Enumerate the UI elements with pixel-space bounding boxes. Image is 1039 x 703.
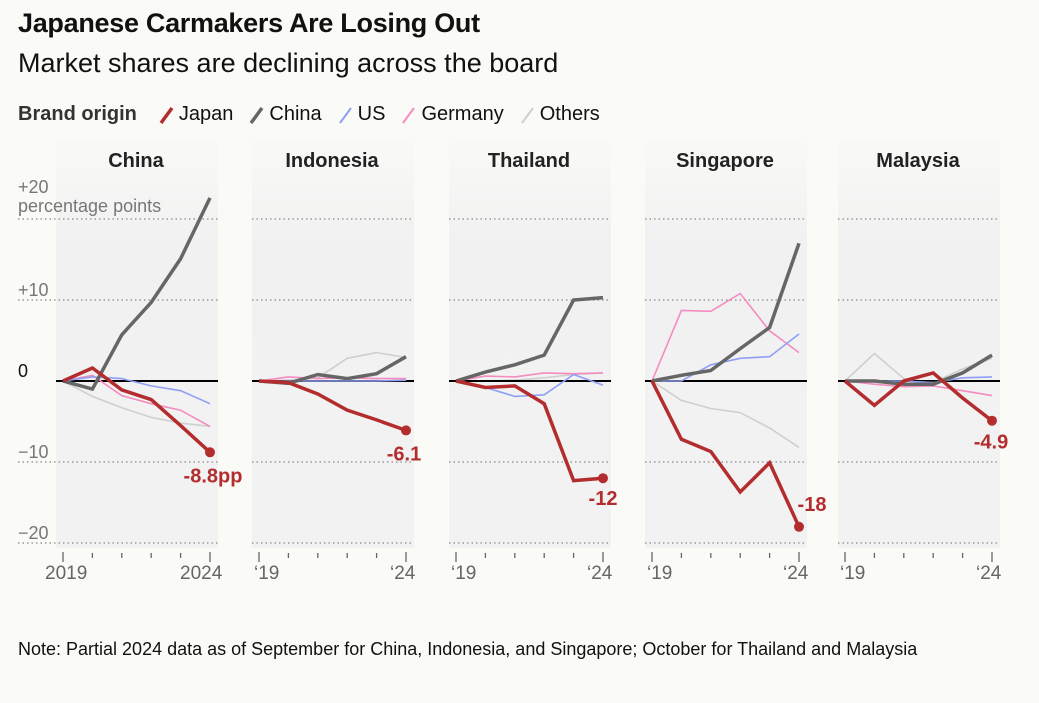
y-tick-label: −10 [18, 442, 49, 462]
legend-item-others: Others [518, 103, 600, 126]
legend-label: Germany [421, 103, 504, 125]
chart-subtitle: Market shares are declining across the b… [18, 48, 559, 78]
legend-item-germany: Germany [399, 103, 504, 126]
panel-background [449, 140, 611, 548]
panel-background [645, 140, 807, 548]
series-line-germany [455, 372, 604, 382]
x-tick-label: ‘19 [451, 563, 476, 584]
y-tick-label: −20 [18, 523, 49, 543]
panel-background [252, 140, 414, 548]
legend-swatch [338, 106, 352, 124]
legend-swatch [249, 106, 264, 124]
series-line-japan [258, 379, 407, 433]
japan-end-point [401, 425, 411, 436]
series-line-japan [62, 365, 212, 454]
x-tick-label: 2024 [180, 563, 223, 584]
series-line-us [62, 376, 211, 405]
series-line-china [62, 197, 212, 392]
legend-label: US [357, 103, 386, 125]
end-value-label: -12 [589, 488, 618, 510]
y-tick-label: 0 [18, 361, 28, 381]
series-line-others [651, 380, 800, 449]
chart-title: Japanese Carmakers Are Losing Out [18, 8, 480, 38]
series-line-china [845, 353, 993, 386]
legend-label: Others [539, 103, 600, 125]
japan-end-point [598, 473, 608, 484]
panel-title: China [108, 150, 164, 172]
panel-title: Indonesia [285, 150, 379, 172]
legend-item-japan: Japan [157, 103, 234, 126]
end-value-label: -8.8pp [184, 465, 243, 487]
legend: Brand origin Japan China US Germany Others [18, 103, 614, 126]
series-line-japan [843, 370, 994, 423]
x-tick-label: ‘19 [647, 563, 672, 584]
legend-item-china: China [247, 103, 322, 126]
legend-item-us: US [336, 103, 386, 126]
end-value-label: -18 [798, 494, 827, 516]
end-value-label: -6.1 [387, 443, 421, 465]
series-line-china [651, 242, 801, 383]
x-tick-label: ‘24 [587, 563, 613, 584]
small-multiples-chart: China 2019 2024 -8.8pp Indonesia ‘19 ‘24 -6.1 Th… [18, 140, 1008, 584]
panel-title: Singapore [676, 150, 774, 172]
x-tick-label: ‘24 [783, 563, 809, 584]
panel-title: Thailand [488, 150, 570, 172]
series-line-germany [651, 292, 800, 382]
series-line-china [455, 295, 604, 383]
x-tick-label: ‘24 [390, 563, 416, 584]
panel-title: Malaysia [876, 150, 960, 172]
series-line-others [62, 380, 211, 428]
x-tick-label: ‘19 [840, 563, 865, 584]
y-tick-label: +20 [18, 177, 49, 197]
y-unit-label: percentage points [18, 196, 161, 216]
panel-background [56, 140, 218, 548]
legend-swatch [159, 106, 174, 124]
series-line-germany [844, 380, 993, 397]
legend-label: Japan [178, 103, 234, 125]
y-tick-label: +10 [18, 280, 49, 300]
japan-end-point [205, 447, 215, 458]
x-tick-label: 2019 [45, 563, 87, 584]
series-line-japan [650, 380, 801, 528]
series-line-germany [62, 374, 211, 428]
chart-note: Note: Partial 2024 data as of September … [18, 639, 918, 659]
panel-background [838, 140, 1000, 548]
japan-end-point [794, 521, 804, 532]
end-value-label: -4.9 [974, 432, 1008, 454]
legend-swatch [402, 106, 416, 124]
x-tick-label: ‘24 [976, 563, 1002, 584]
series-line-japan [455, 379, 604, 483]
japan-end-point [987, 415, 997, 426]
x-tick-label: ‘19 [254, 563, 279, 584]
legend-label: China [269, 103, 322, 125]
legend-title: Brand origin [18, 103, 137, 125]
legend-swatch [520, 106, 534, 124]
